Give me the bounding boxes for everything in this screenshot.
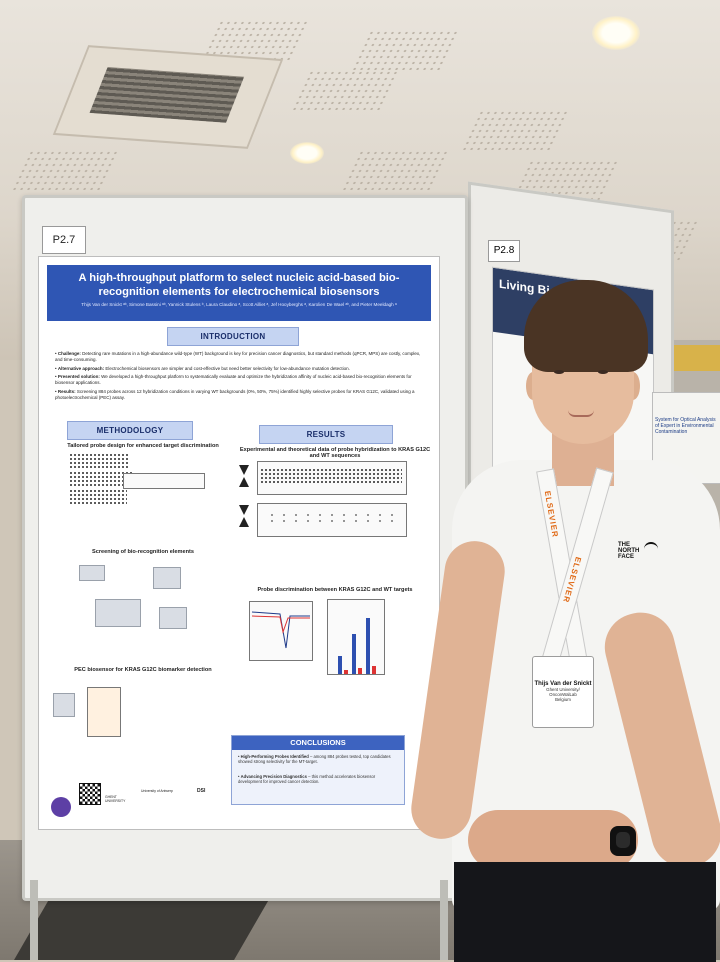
wt-plot [257, 503, 407, 537]
air-vent [52, 45, 284, 149]
hybridization-icon [239, 517, 249, 527]
conclusions-heading: CONCLUSIONS [232, 736, 404, 750]
badge-line: Belgium [555, 697, 571, 703]
microarray-figure [95, 599, 141, 627]
pec-curve [251, 611, 310, 649]
methodology-subtitle: PEC biosensor for KRAS G12C biomarker de… [74, 667, 212, 673]
clasped-hands [468, 810, 638, 870]
results-subtitle: Experimental and theoretical data of pro… [239, 447, 431, 459]
far-poster-title: System for Optical Analysis of Expert in… [655, 417, 716, 435]
name-badge: Thijs Van der Snickt Ghent University/ O… [532, 656, 594, 728]
methodology-subtitle: Tailored probe design for enhanced targe… [67, 443, 219, 449]
ceiling-tile [460, 110, 570, 150]
pec-signal-plot [249, 601, 313, 661]
brand-word: FACE [618, 554, 635, 560]
methodology-heading: METHODOLOGY [67, 421, 193, 440]
data-points [260, 468, 402, 484]
results-heading: RESULTS [259, 425, 393, 444]
intro-bullet: • Alternative approach: Electrochemical … [55, 365, 350, 371]
brand-mark-icon [644, 542, 658, 556]
probe-legend [123, 473, 205, 489]
data-points [266, 512, 396, 522]
bar [352, 634, 356, 674]
smile [568, 410, 594, 417]
brand-word: THE [618, 542, 630, 548]
screening-figure [79, 565, 105, 581]
neighbor-board-tag: P2.8 [488, 240, 520, 262]
badge-line: OnconWalLab [549, 692, 577, 698]
bar [338, 656, 342, 674]
ceiling-tile [340, 150, 450, 190]
intro-bullet: • Challenge: Detecting rare mutations in… [55, 351, 421, 362]
kras-g12c-plot [257, 461, 407, 495]
bar [344, 670, 348, 674]
pec-device [53, 693, 75, 717]
hybridization-icon [239, 477, 249, 487]
hair [524, 280, 648, 372]
watch-face [616, 832, 630, 848]
presenter: ELSEVIER ELSEVIER Thijs Van der Snickt G… [407, 280, 720, 962]
probe-diagram [69, 471, 133, 487]
probe-diagram [69, 489, 127, 505]
hybridization-icon [239, 465, 249, 475]
board-leg [440, 880, 448, 960]
poster-title: A high-throughput platform to select nuc… [78, 272, 400, 298]
bar [358, 668, 362, 674]
dsi-logo-text: DSI [197, 788, 206, 794]
methodology-subtitle: Screening of bio-recognition elements [92, 549, 194, 555]
probe-diagram [69, 453, 129, 469]
logo-row: GHENT UNIVERSITY University of Antwerp D… [49, 777, 235, 817]
antwerp-logo-text: University of Antwerp [141, 789, 173, 793]
shirt-brand-logo: THE NORTH FACE [618, 542, 639, 560]
hybridization-icon [239, 505, 249, 515]
intro-bullet: • Results: Screening 884 probes across 1… [55, 388, 415, 400]
screening-figure [159, 607, 187, 629]
badge-line: Ghent University/ [546, 687, 580, 692]
bar [372, 666, 376, 674]
introduction-heading: INTRODUCTION [167, 327, 299, 346]
introduction-bullets: • Challenge: Detecting rare mutations in… [55, 351, 427, 404]
lab-logo [51, 797, 71, 817]
badge-name: Thijs Van der Snickt [534, 681, 592, 687]
results-subtitle: Probe discrimination between KRAS G12C a… [257, 587, 413, 593]
ceiling-light [290, 142, 324, 164]
conclusion-item: • High-Performing Probes Identified – am… [238, 754, 391, 765]
conclusions-box: CONCLUSIONS • High-Performing Probes Ide… [231, 735, 405, 805]
screening-figure [153, 567, 181, 589]
intro-bullet: • Presented solution: We developed a hig… [55, 374, 412, 386]
brand-word: NORTH [618, 548, 640, 554]
eye [598, 370, 608, 374]
bar [366, 618, 370, 674]
probe-bar-chart [327, 599, 385, 675]
poster-header: A high-throughput platform to select nuc… [47, 265, 431, 321]
qr-code [79, 783, 101, 805]
research-poster: A high-throughput platform to select nuc… [38, 256, 440, 830]
ghent-logo-text: GHENT UNIVERSITY [105, 795, 126, 803]
ceiling-tile [350, 30, 460, 70]
ceiling-tile [10, 150, 120, 190]
poster-authors: Thijs Van der Snickt ᵃᵇ, Simone Bassini … [81, 302, 397, 307]
conclusion-item: • Advancing Precision Diagnostics – this… [238, 774, 376, 785]
poster-board-tag: P2.7 [42, 226, 86, 254]
ceiling-tile [290, 70, 400, 110]
ceiling-light [592, 16, 640, 50]
eye [554, 370, 564, 374]
pec-assay-figure [87, 687, 121, 737]
dark-pants [454, 862, 716, 962]
board-leg [30, 880, 38, 960]
